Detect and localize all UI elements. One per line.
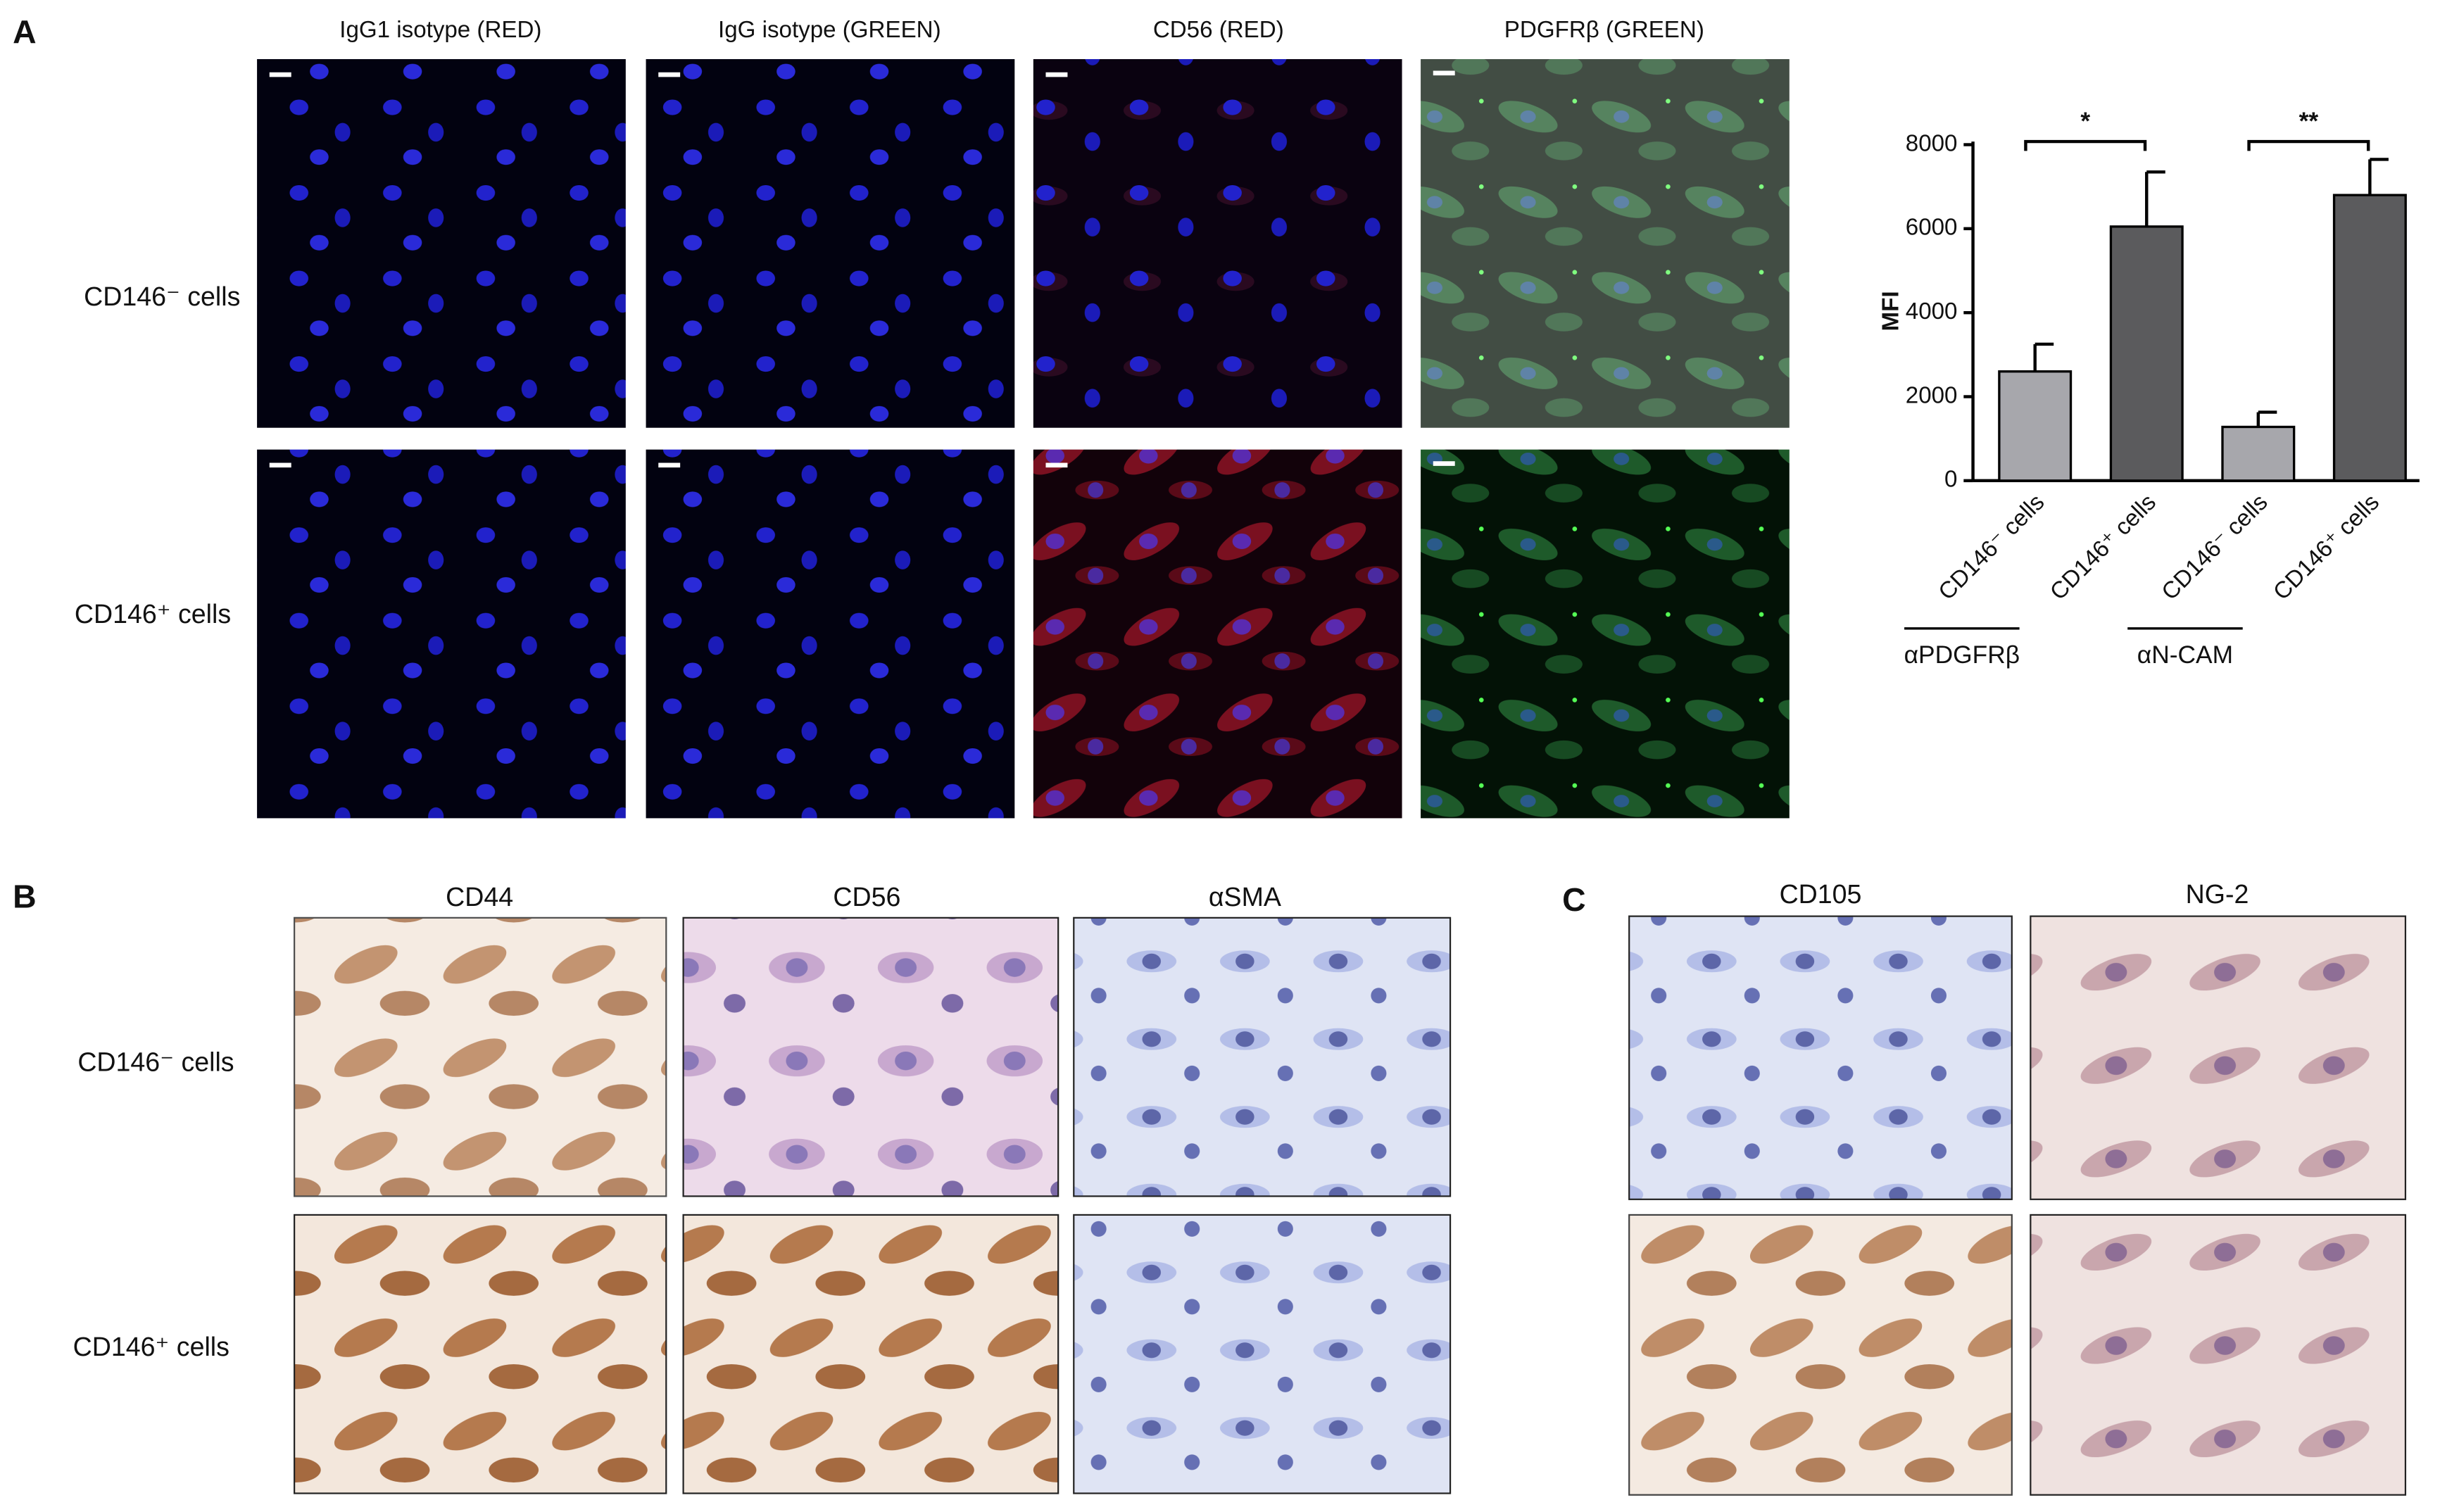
- micrograph: [646, 58, 1015, 428]
- column-title: CD44: [446, 882, 513, 912]
- row-label: CD146⁺ cells: [75, 599, 231, 629]
- column-title: PDGFRβ (GREEN): [1504, 17, 1704, 43]
- micrograph: [257, 449, 626, 819]
- micrograph: [294, 1214, 667, 1494]
- bar: [2109, 225, 2184, 482]
- significance-label: **: [2299, 108, 2319, 135]
- micrograph: [1033, 58, 1402, 428]
- micrograph: [1033, 449, 1402, 819]
- group-label: αPDGFRβ: [1904, 641, 2020, 669]
- micrograph: [646, 449, 1015, 819]
- micrographs-c: [1628, 915, 2407, 1496]
- y-tick-label: 4000: [1906, 298, 1958, 325]
- row-label: CD146⁻ cells: [84, 282, 240, 311]
- micrograph: [1421, 58, 1790, 428]
- micrograph: [1073, 916, 1452, 1197]
- significance-bracket: [2024, 139, 2147, 151]
- micrograph: [1628, 1214, 2013, 1496]
- panel-letter: A: [13, 13, 37, 50]
- column-title: αSMA: [1209, 882, 1281, 912]
- column-title: NG-2: [2186, 879, 2249, 909]
- x-tick-label: CD146⁺ cells: [2268, 489, 2384, 605]
- row-label: CD146⁻ cells: [77, 1047, 234, 1076]
- y-axis-label: MFI: [1878, 291, 1904, 331]
- micrograph: [682, 1214, 1059, 1494]
- micrograph: [682, 916, 1059, 1197]
- x-tick-label: CD146⁺ cells: [2045, 489, 2161, 605]
- column-title: CD56 (RED): [1153, 17, 1284, 43]
- row-label: CD146⁺ cells: [73, 1332, 229, 1361]
- y-tick-label: 6000: [1906, 215, 1958, 241]
- y-tick-label: 2000: [1906, 382, 1958, 408]
- significance-label: *: [2080, 108, 2090, 135]
- micrograph: [257, 58, 626, 428]
- column-title: IgG isotype (GREEN): [718, 17, 941, 43]
- micrograph: [1073, 1214, 1452, 1494]
- micrograph: [2030, 1214, 2407, 1496]
- y-tick-label: 0: [1944, 467, 1957, 493]
- column-title: CD105: [1780, 879, 1862, 909]
- micrograph: [1628, 915, 2013, 1200]
- y-tick-label: 8000: [1906, 130, 1958, 156]
- column-title: IgG1 isotype (RED): [339, 17, 541, 43]
- micrograph: [294, 916, 667, 1197]
- bar: [2221, 425, 2296, 482]
- micrographs-b: [294, 916, 1452, 1494]
- x-tick-label: CD146⁻ cells: [2157, 489, 2273, 605]
- column-title: CD56: [833, 882, 900, 912]
- x-tick-label: CD146⁻ cells: [1934, 489, 2050, 605]
- panel-letter: C: [1562, 881, 1586, 918]
- micrograph: [2030, 915, 2407, 1200]
- group-label: αN-CAM: [2137, 641, 2233, 669]
- micrographs-a: [257, 58, 1790, 819]
- bar: [2332, 194, 2407, 482]
- panel-letter: B: [13, 878, 37, 915]
- micrograph: [1421, 449, 1790, 819]
- scale-bars: [269, 70, 1455, 468]
- significance-bracket: [2247, 139, 2370, 151]
- bar: [1998, 370, 2073, 482]
